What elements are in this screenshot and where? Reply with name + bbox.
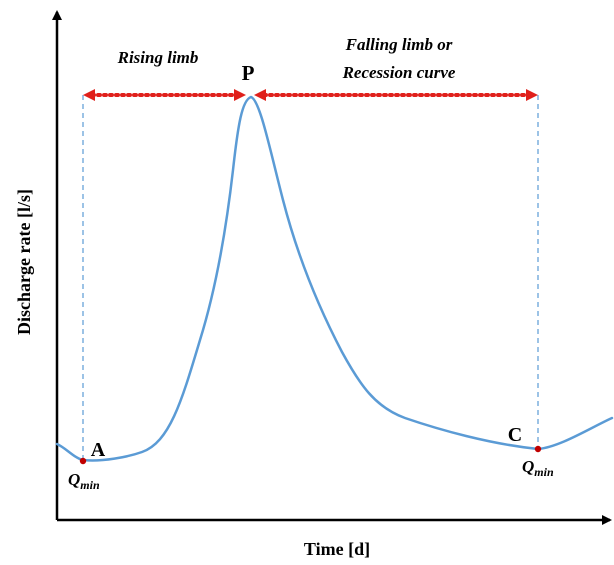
x-axis-label: Time [d]	[304, 539, 370, 559]
y-axis-label: Discharge rate [l/s]	[14, 189, 34, 335]
point-c-marker	[534, 445, 542, 453]
qmin-subscript-c: min	[534, 465, 554, 479]
hydrograph-curve	[55, 95, 614, 462]
falling-limb-label-line2: Recession curve	[342, 63, 456, 82]
qmin-label-a: Qmin	[68, 470, 100, 492]
rising-limb-label: Rising limb	[117, 48, 199, 67]
peak-label: P	[242, 61, 255, 85]
qmin-label-c: Qmin	[522, 457, 554, 479]
point-a-marker	[79, 457, 87, 465]
qmin-subscript-a: min	[80, 478, 100, 492]
falling-limb-label-line1: Falling limb or	[345, 35, 453, 54]
rising-limb-arrow	[83, 89, 246, 101]
point-a-label: A	[91, 439, 106, 461]
point-c-label: C	[508, 424, 522, 446]
falling-limb-arrow	[254, 89, 538, 101]
